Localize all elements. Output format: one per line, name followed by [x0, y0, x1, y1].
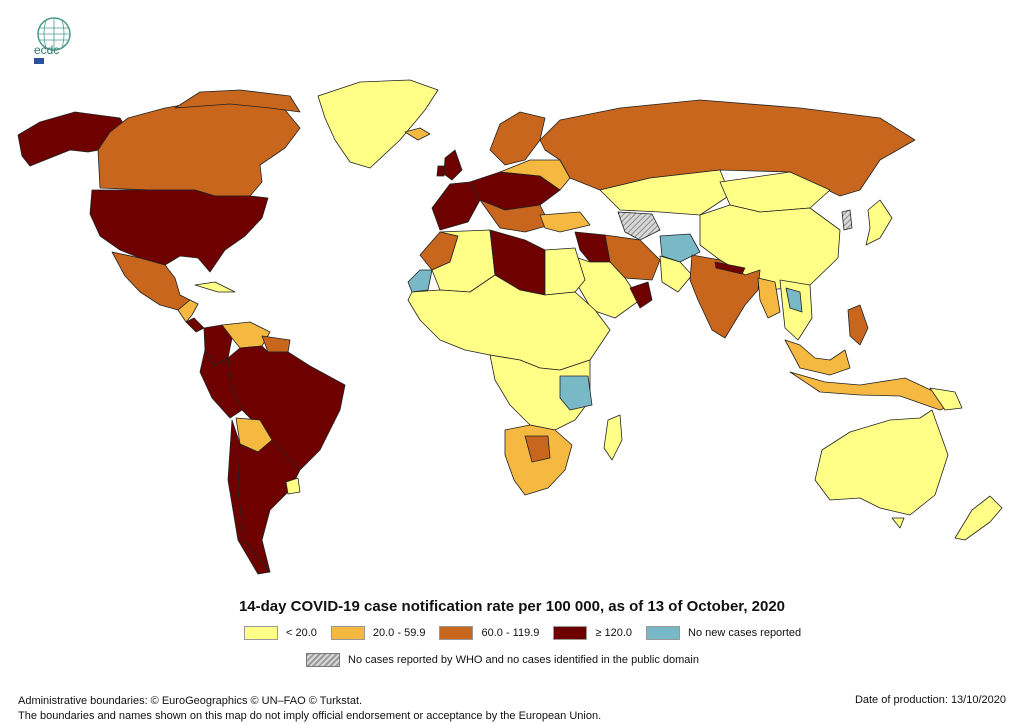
logo-text: ecdc [34, 43, 59, 57]
region-iceland [404, 127, 431, 141]
legend-label: < 20.0 [286, 627, 317, 639]
region-japan [865, 199, 893, 246]
region-oman [629, 281, 653, 309]
region-canada [97, 99, 301, 197]
ecdc-logo: ecdc [24, 14, 84, 66]
region-greenland [317, 79, 439, 169]
legend-item: ≥ 120.0 [553, 626, 632, 640]
region-russia [539, 99, 916, 197]
legend: < 20.0 20.0 - 59.9 60.0 - 119.9 ≥ 120.0 No n… [244, 624, 815, 642]
region-madagascar [603, 414, 623, 461]
region-uk [443, 149, 463, 181]
region-guianas [261, 335, 291, 353]
region-cuba [194, 281, 236, 293]
production-date: Date of production: 13/10/2020 [854, 694, 1006, 706]
legend-hatched-entry: No cases reported by WHO and no cases id… [306, 653, 699, 667]
region-botswana [524, 435, 551, 463]
legend-label: 20.0 - 59.9 [372, 627, 426, 639]
ecdc-logo-graphic: ecdc [34, 17, 71, 64]
region-nepal [714, 261, 746, 275]
legend-item: < 20.0 [244, 626, 317, 640]
region-central-america [177, 299, 199, 323]
region-peru [199, 349, 243, 419]
region-tanzania [559, 375, 593, 411]
region-afghanistan [659, 233, 701, 263]
legend-item: 60.0 - 119.9 [439, 626, 539, 640]
region-myanmar [757, 277, 781, 319]
legend-hatched-label: No cases reported by WHO and no cases id… [348, 654, 699, 666]
region-australia [814, 409, 949, 516]
footer-attribution: Administrative boundaries: © EuroGeograp… [18, 694, 601, 724]
legend-swatch [646, 626, 681, 640]
region-western-sahara [407, 269, 433, 293]
region-tasmania [891, 517, 905, 529]
legend-label: No new cases reported [688, 627, 802, 639]
legend-item: 20.0 - 59.9 [330, 626, 426, 640]
region-scandinavia [489, 111, 546, 166]
region-papua [929, 387, 963, 411]
region-france-iberia [431, 181, 481, 231]
map-title: 14-day COVID-19 case notification rate p… [238, 598, 786, 615]
disclaimer-text: The boundaries and names shown on this m… [18, 710, 602, 722]
region-uruguay [285, 477, 301, 495]
region-philippines [847, 304, 869, 346]
region-ireland [436, 165, 446, 177]
region-korea [841, 209, 853, 231]
legend-swatch [330, 626, 365, 640]
legend-swatch [439, 626, 474, 640]
region-central-africa [489, 354, 591, 431]
region-kazakhstan [599, 169, 731, 216]
region-usa [89, 189, 269, 273]
region-indonesia [789, 371, 961, 411]
region-mexico [111, 251, 191, 311]
attribution-text: Administrative boundaries: © EuroGeograp… [18, 695, 363, 707]
region-laos [785, 287, 803, 313]
legend-label: ≥ 120.0 [595, 627, 633, 639]
legend-swatch [244, 626, 278, 640]
region-argentina [237, 439, 301, 573]
region-canada-islands [174, 89, 301, 113]
region-egypt [544, 247, 586, 296]
region-panama [185, 317, 205, 333]
region-turkmenistan [617, 211, 661, 241]
legend-hatched-swatch [306, 653, 340, 667]
legend-item: No new cases reported [646, 626, 801, 640]
region-turkey [539, 211, 591, 233]
region-iraq [574, 231, 611, 263]
region-pakistan [659, 255, 693, 293]
legend-label: 60.0 - 119.9 [481, 627, 540, 639]
region-new-zealand [954, 495, 1003, 541]
legend-swatch [553, 626, 588, 640]
region-malaysia [784, 339, 851, 376]
